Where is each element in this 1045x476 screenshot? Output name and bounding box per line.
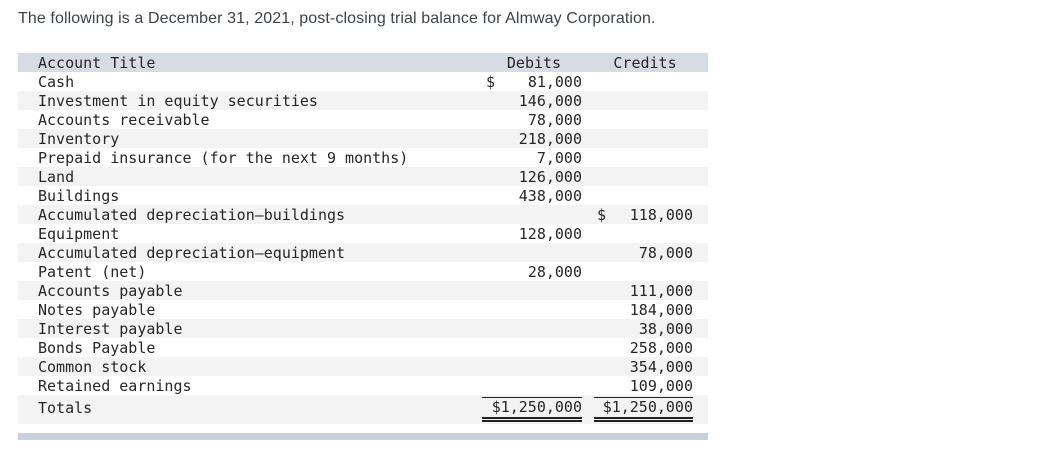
table-row: Accounts receivable 78,000 xyxy=(18,110,708,129)
debit-cell: 438,000 xyxy=(480,187,590,205)
table-row: Notes payable 184,000 xyxy=(18,300,708,319)
totals-credit-cell: $1,250,000 xyxy=(590,395,708,422)
account-title-cell: Common stock xyxy=(38,357,147,376)
credit-cell: 109,000 xyxy=(590,377,708,395)
credit-amount: 111,000 xyxy=(629,281,693,300)
account-title-cell: Patent (net) xyxy=(38,262,147,281)
table-row: Accumulated depreciation—buildings $ 118… xyxy=(18,205,708,224)
credit-amount: 184,000 xyxy=(629,300,693,319)
debit-amount: 128,000 xyxy=(518,224,582,243)
debit-cell: 7,000 xyxy=(480,149,590,167)
table-row: Patent (net) 28,000 xyxy=(18,262,708,281)
account-title-cell: Accounts receivable xyxy=(38,110,210,129)
account-title-cell: Accounts payable xyxy=(38,281,183,300)
credit-amount: 118,000 xyxy=(629,205,693,224)
credit-cell: 38,000 xyxy=(590,320,708,338)
account-title-cell: Prepaid insurance (for the next 9 months… xyxy=(38,148,409,167)
table-row: Bonds Payable 258,000 xyxy=(18,338,708,357)
debit-amount: 218,000 xyxy=(518,129,582,148)
trial-balance-table: Account Title Debits Credits Cash $ 81,0… xyxy=(18,53,708,424)
table-row: Common stock 354,000 xyxy=(18,357,708,376)
table-header-row: Account Title Debits Credits xyxy=(18,53,708,72)
table-row: Retained earnings 109,000 xyxy=(18,376,708,395)
credit-cell: $ 118,000 xyxy=(590,206,708,224)
totals-credit-amount: $1,250,000 xyxy=(594,397,693,422)
credit-amount: 258,000 xyxy=(629,338,693,357)
credit-cell: 111,000 xyxy=(590,282,708,300)
table-row: Interest payable 38,000 xyxy=(18,319,708,338)
credit-cell: 184,000 xyxy=(590,301,708,319)
account-title-cell: Cash xyxy=(38,72,75,91)
debit-amount: 78,000 xyxy=(527,110,582,129)
account-title-cell: Buildings xyxy=(38,186,120,205)
account-title-cell: Inventory xyxy=(38,129,120,148)
column-header-account-title: Account Title xyxy=(38,53,156,72)
table-row: Accumulated depreciation—equipment 78,00… xyxy=(18,243,708,262)
table-row: Buildings 438,000 xyxy=(18,186,708,205)
debit-amount: 81,000 xyxy=(527,72,582,91)
debit-amount: 146,000 xyxy=(518,91,582,110)
intro-text: The following is a December 31, 2021, po… xyxy=(18,10,656,27)
credit-amount: 78,000 xyxy=(638,243,693,262)
debit-cell: 146,000 xyxy=(480,92,590,110)
totals-label: Totals xyxy=(38,399,93,417)
totals-debit-amount: $1,250,000 xyxy=(482,397,582,422)
account-title-cell: Accumulated depreciation—buildings xyxy=(38,205,346,224)
credit-amount: 354,000 xyxy=(629,357,693,376)
debit-currency-symbol: $ xyxy=(486,72,496,91)
account-title-cell: Land xyxy=(38,167,75,186)
debit-amount: 438,000 xyxy=(518,186,582,205)
table-row: Inventory 218,000 xyxy=(18,129,708,148)
table-row: Prepaid insurance (for the next 9 months… xyxy=(18,148,708,167)
table-row: Equipment 128,000 xyxy=(18,224,708,243)
debit-cell: $ 81,000 xyxy=(480,73,590,91)
debit-cell: 28,000 xyxy=(480,263,590,281)
totals-row: Totals $1,250,000 $1,250,000 xyxy=(18,395,708,424)
credit-cell: 258,000 xyxy=(590,339,708,357)
debit-amount: 126,000 xyxy=(518,167,582,186)
table-row: Accounts payable 111,000 xyxy=(18,281,708,300)
credit-cell: 78,000 xyxy=(590,244,708,262)
account-title-cell: Bonds Payable xyxy=(38,338,156,357)
debit-cell: 78,000 xyxy=(480,111,590,129)
credit-amount: 38,000 xyxy=(638,319,693,338)
account-title-cell: Retained earnings xyxy=(38,376,192,395)
account-title-cell: Notes payable xyxy=(38,300,156,319)
credit-currency-symbol: $ xyxy=(597,205,607,224)
account-title-cell: Investment in equity securities xyxy=(38,91,318,110)
debit-amount: 7,000 xyxy=(536,148,582,167)
account-title-cell: Accumulated depreciation—equipment xyxy=(38,243,346,262)
credit-amount: 109,000 xyxy=(629,376,693,395)
table-row: Investment in equity securities 146,000 xyxy=(18,91,708,110)
debit-cell: 128,000 xyxy=(480,225,590,243)
column-header-credits: Credits xyxy=(613,53,677,72)
debit-cell: 218,000 xyxy=(480,130,590,148)
credit-cell: 354,000 xyxy=(590,358,708,376)
debit-cell: 126,000 xyxy=(480,168,590,186)
table-row: Land 126,000 xyxy=(18,167,708,186)
table-body: Cash $ 81,000 Investment in equity secur… xyxy=(18,72,708,395)
totals-debit-cell: $1,250,000 xyxy=(480,395,590,422)
column-header-debits: Debits xyxy=(506,53,562,72)
horizontal-scrollbar[interactable] xyxy=(18,433,708,440)
account-title-cell: Interest payable xyxy=(38,319,183,338)
table-row: Cash $ 81,000 xyxy=(18,72,708,91)
debit-amount: 28,000 xyxy=(527,262,582,281)
account-title-cell: Equipment xyxy=(38,224,120,243)
